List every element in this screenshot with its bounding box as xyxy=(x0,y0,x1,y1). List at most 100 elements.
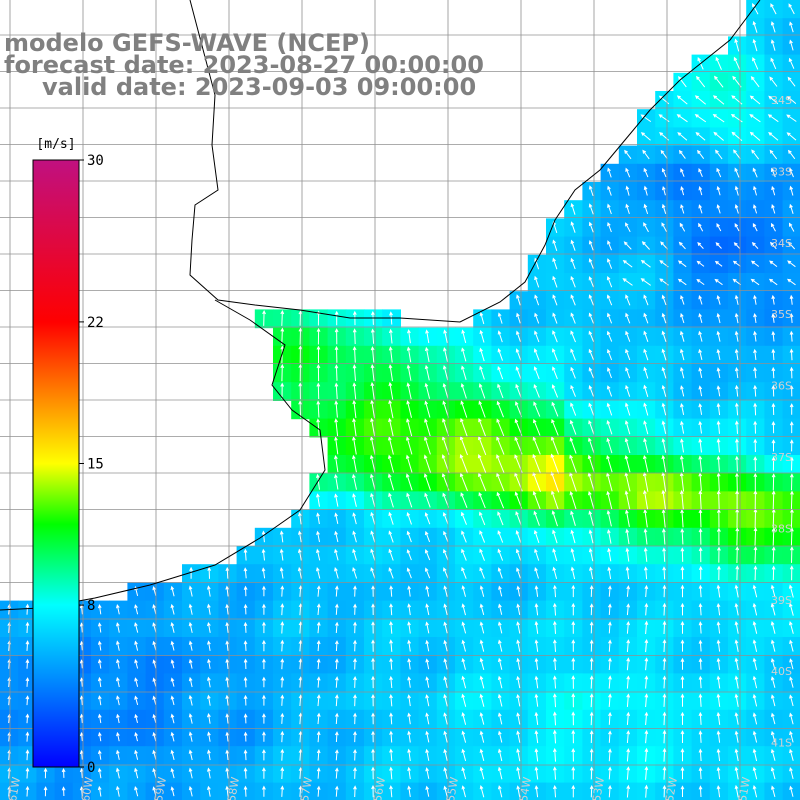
wind-arrow xyxy=(661,508,666,528)
wind-arrow xyxy=(97,785,102,797)
wind-arrow xyxy=(243,658,248,670)
wind-arrow xyxy=(61,767,66,778)
wind-arrow xyxy=(479,712,485,725)
wind-arrow xyxy=(608,748,612,762)
wind-arrow xyxy=(116,695,120,706)
wind-arrow xyxy=(243,749,248,761)
wind-arrow xyxy=(694,114,707,123)
wind-arrow xyxy=(425,567,431,579)
wind-arrow xyxy=(697,241,704,249)
wind-arrow xyxy=(552,239,558,252)
wind-arrow xyxy=(607,167,612,178)
wind-arrow xyxy=(352,493,357,507)
wind-arrow xyxy=(443,621,448,634)
wind-arrow xyxy=(370,346,375,363)
wind-arrow xyxy=(425,329,430,344)
wind-arrow xyxy=(497,766,503,780)
wind-arrow xyxy=(770,694,776,707)
colorbar-tick-label: 30 xyxy=(87,153,104,169)
wind-arrow xyxy=(588,529,594,544)
wind-arrow xyxy=(334,512,339,525)
wind-arrow xyxy=(370,548,376,561)
wind-arrow xyxy=(768,95,779,105)
wind-arrow xyxy=(751,241,759,249)
wind-arrow xyxy=(371,675,375,689)
wind-arrow xyxy=(606,490,613,510)
wind-arrow xyxy=(680,547,685,562)
wind-arrow xyxy=(788,584,794,598)
wind-arrow xyxy=(551,510,558,527)
wind-arrow xyxy=(225,676,230,688)
wind-arrow xyxy=(459,472,468,492)
wind-arrow xyxy=(479,365,485,380)
wind-arrow xyxy=(406,511,412,525)
wind-arrow xyxy=(716,330,721,342)
wind-arrow xyxy=(152,586,157,597)
wind-arrow xyxy=(371,730,375,743)
wind-arrow xyxy=(661,167,667,178)
wind-arrow xyxy=(571,692,576,708)
wind-arrow xyxy=(698,167,703,177)
wind-arrow xyxy=(789,785,794,797)
wind-arrow xyxy=(116,676,120,688)
wind-arrow xyxy=(787,241,796,250)
wind-arrow xyxy=(661,489,667,511)
latitude-label: 40S xyxy=(771,665,792,678)
wind-arrow xyxy=(716,621,721,634)
wind-arrow xyxy=(789,439,794,452)
wind-arrow xyxy=(389,712,393,725)
wind-arrow xyxy=(389,766,393,780)
wind-arrow xyxy=(717,565,721,581)
wind-arrow xyxy=(534,620,539,634)
wind-arrow xyxy=(443,567,449,579)
wind-arrow xyxy=(97,622,102,633)
wind-arrow xyxy=(479,329,485,343)
wind-arrow xyxy=(571,729,576,744)
wind-arrow xyxy=(789,676,794,688)
wind-arrow xyxy=(188,731,193,742)
wind-arrow xyxy=(644,766,649,780)
wind-arrow xyxy=(262,658,266,670)
wind-arrow xyxy=(25,603,30,615)
wind-arrow xyxy=(407,329,411,344)
wind-arrow xyxy=(442,400,449,418)
wind-arrow xyxy=(406,436,413,455)
wind-arrow xyxy=(97,676,102,688)
wind-arrow xyxy=(407,585,412,597)
wind-arrow xyxy=(752,675,758,689)
wind-arrow xyxy=(316,767,321,779)
wind-arrow xyxy=(661,366,667,379)
wind-arrow xyxy=(644,639,649,653)
wind-arrow xyxy=(298,512,302,525)
wind-arrow xyxy=(698,584,703,598)
wind-arrow xyxy=(152,786,157,797)
wind-arrow xyxy=(717,546,721,563)
wind-arrow xyxy=(262,585,266,597)
wind-arrow xyxy=(716,420,721,434)
wind-arrow xyxy=(334,567,339,579)
wind-arrow xyxy=(588,348,595,361)
wind-arrow xyxy=(552,312,558,324)
coastline xyxy=(0,0,761,611)
wind-arrow xyxy=(515,548,522,561)
wind-arrow xyxy=(752,222,758,232)
wind-arrow xyxy=(498,730,503,743)
wind-arrow xyxy=(515,348,522,361)
wind-arrow xyxy=(680,693,685,707)
wind-arrow xyxy=(352,436,357,455)
wind-arrow xyxy=(608,639,612,652)
wind-arrow xyxy=(606,437,613,454)
wind-arrow xyxy=(734,312,739,324)
wind-arrow xyxy=(734,748,739,762)
wind-arrow xyxy=(497,675,503,689)
wind-arrow xyxy=(734,675,739,689)
wind-arrow xyxy=(461,675,467,689)
wind-arrow xyxy=(334,694,339,707)
wind-arrow xyxy=(442,511,449,525)
wind-arrow xyxy=(371,603,375,616)
wind-arrow xyxy=(734,294,739,305)
wind-arrow xyxy=(425,676,430,688)
wind-arrow xyxy=(353,748,357,761)
coastline-north xyxy=(189,0,761,323)
